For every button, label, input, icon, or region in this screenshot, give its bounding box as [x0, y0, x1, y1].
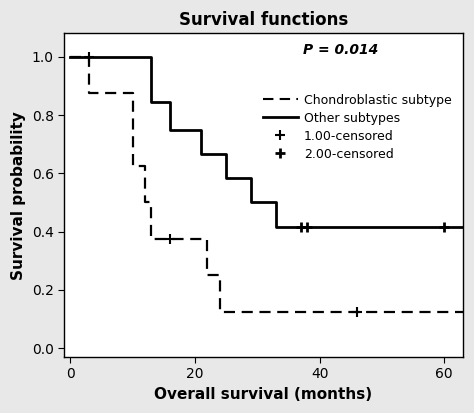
- Other subtypes: [223, 151, 229, 156]
- Other subtypes: [198, 151, 204, 156]
- Line: Chondroblastic subtype: Chondroblastic subtype: [70, 57, 463, 312]
- Chondroblastic subtype: [217, 273, 223, 278]
- Title: Survival functions: Survival functions: [179, 11, 348, 29]
- Other subtypes: [73, 54, 79, 59]
- X-axis label: Overall survival (months): Overall survival (months): [155, 387, 373, 402]
- Chondroblastic subtype: [86, 91, 92, 96]
- Chondroblastic subtype: [205, 273, 210, 278]
- Other subtypes: [273, 200, 279, 205]
- Other subtypes: [73, 54, 79, 59]
- Y-axis label: Survival probability: Survival probability: [11, 111, 26, 280]
- Chondroblastic subtype: [142, 200, 148, 205]
- Other subtypes: [148, 99, 154, 104]
- Text: P = 0.014: P = 0.014: [303, 43, 379, 57]
- Other subtypes: [67, 54, 73, 59]
- Other subtypes: [460, 224, 466, 229]
- Other subtypes: [298, 224, 304, 229]
- Legend: Chondroblastic subtype, Other subtypes, 1.00-censored, 2.00-censored: Chondroblastic subtype, Other subtypes, …: [258, 88, 456, 166]
- Chondroblastic subtype: [167, 236, 173, 241]
- Chondroblastic subtype: [148, 200, 154, 205]
- Other subtypes: [248, 176, 254, 181]
- Line: Other subtypes: Other subtypes: [70, 57, 463, 227]
- Chondroblastic subtype: [167, 236, 173, 241]
- Chondroblastic subtype: [130, 91, 136, 96]
- Chondroblastic subtype: [205, 236, 210, 241]
- Other subtypes: [248, 200, 254, 205]
- Chondroblastic subtype: [67, 54, 73, 59]
- Chondroblastic subtype: [223, 309, 229, 314]
- Other subtypes: [167, 127, 173, 132]
- Other subtypes: [298, 224, 304, 229]
- Other subtypes: [198, 127, 204, 132]
- Chondroblastic subtype: [142, 164, 148, 169]
- Chondroblastic subtype: [460, 309, 466, 314]
- Chondroblastic subtype: [148, 236, 154, 241]
- Chondroblastic subtype: [86, 54, 92, 59]
- Other subtypes: [273, 224, 279, 229]
- Other subtypes: [223, 176, 229, 181]
- Chondroblastic subtype: [130, 164, 136, 169]
- Other subtypes: [167, 99, 173, 104]
- Chondroblastic subtype: [223, 309, 229, 314]
- Chondroblastic subtype: [217, 309, 223, 314]
- Other subtypes: [148, 54, 154, 59]
